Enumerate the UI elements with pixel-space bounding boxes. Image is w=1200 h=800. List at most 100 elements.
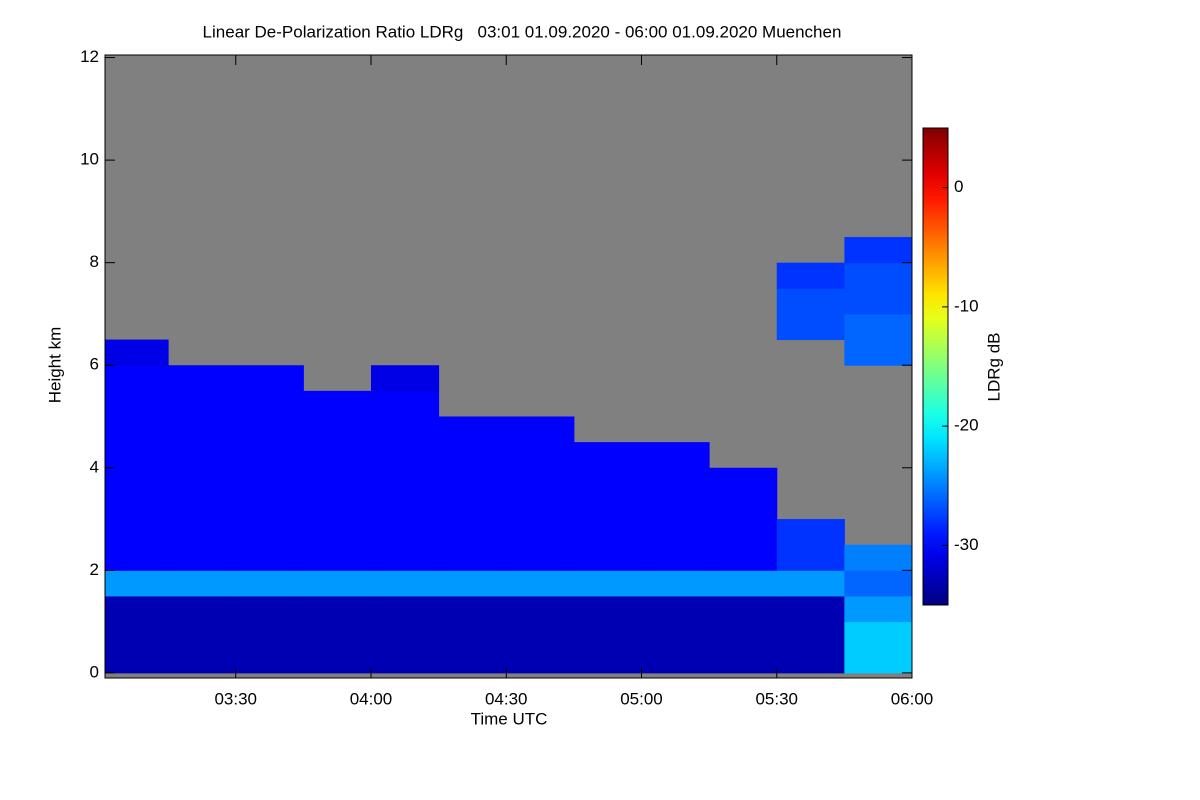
heatmap-cell — [438, 647, 507, 674]
heatmap-cell — [303, 493, 372, 520]
heatmap-cell — [438, 493, 507, 520]
heatmap-cell — [303, 621, 372, 648]
heatmap-cell — [235, 493, 304, 520]
heatmap-cell — [641, 519, 710, 546]
heatmap-cell — [105, 416, 169, 443]
heatmap-cell — [709, 544, 778, 571]
colorbar-tick-label: -20 — [954, 416, 979, 435]
y-tick-label: 2 — [90, 560, 99, 579]
heatmap-cell — [303, 544, 372, 571]
x-tick-label: 05:00 — [620, 689, 663, 708]
heatmap-cell — [506, 416, 575, 443]
y-tick-label: 6 — [90, 355, 99, 374]
heatmap-cell — [506, 544, 575, 571]
heatmap-cell — [105, 365, 169, 392]
heatmap-cell — [303, 595, 372, 623]
heatmap-cell — [709, 467, 778, 494]
heatmap-cell — [235, 519, 304, 546]
heatmap-cell — [573, 467, 642, 494]
heatmap-cell — [168, 365, 237, 392]
heatmap-cell — [105, 544, 169, 571]
y-tick-label: 8 — [90, 252, 99, 271]
heatmap-cell — [438, 442, 507, 469]
heatmap-cell — [709, 493, 778, 520]
heatmap-cell — [709, 621, 778, 648]
heatmap-cell — [370, 493, 440, 520]
x-tick-label: 05:30 — [755, 689, 798, 708]
heatmap-cell — [235, 647, 304, 674]
heatmap-cell — [776, 519, 845, 546]
heatmap-cell — [105, 339, 169, 366]
heatmap-cell — [438, 519, 507, 546]
heatmap-cell — [168, 519, 237, 546]
heatmap-cell — [844, 313, 913, 341]
heatmap-cell — [641, 570, 710, 597]
heatmap-cell — [303, 647, 372, 674]
heatmap-cell — [168, 621, 237, 648]
heatmap-cell — [105, 442, 169, 469]
heatmap-cell — [235, 595, 304, 623]
heatmap-cell — [641, 595, 710, 623]
heatmap-cell — [168, 595, 237, 623]
colorbar-tick-label: -30 — [954, 535, 979, 554]
heatmap-cell — [573, 493, 642, 520]
heatmap-cell — [844, 570, 913, 597]
heatmap-cell — [370, 595, 440, 623]
heatmap-cell — [709, 519, 778, 546]
colorbar-tick-label: 0 — [954, 177, 963, 196]
heatmap-cell — [641, 442, 710, 469]
heatmap-cell — [438, 570, 507, 597]
heatmap-cell — [776, 621, 845, 648]
heatmap-cell — [235, 621, 304, 648]
y-axis-label: Height km — [45, 327, 64, 404]
heatmap-cell — [235, 467, 304, 494]
heatmap-cell — [168, 442, 237, 469]
heatmap-cell — [235, 365, 304, 392]
heatmap-cell — [641, 621, 710, 648]
heatmap-cell — [844, 544, 913, 571]
heatmap-cell — [168, 416, 237, 443]
heatmap-cell — [168, 467, 237, 494]
chart-title: Linear De-Polarization Ratio LDRg 03:01 … — [203, 22, 842, 41]
heatmap-cell — [844, 288, 913, 315]
heatmap-cell — [776, 595, 845, 623]
heatmap-cell — [776, 313, 845, 341]
heatmap-cell — [303, 467, 372, 494]
heatmap-cell — [370, 519, 440, 546]
heatmap-cell — [105, 647, 169, 674]
x-axis-label: Time UTC — [471, 709, 548, 728]
heatmap-cell — [844, 237, 913, 264]
x-tick-label: 03:30 — [214, 689, 257, 708]
heatmap-cell — [641, 467, 710, 494]
heatmap-cell — [438, 621, 507, 648]
heatmap-cell — [776, 262, 845, 289]
y-tick-label: 0 — [90, 662, 99, 681]
heatmap-cell — [641, 544, 710, 571]
heatmap-cell — [168, 493, 237, 520]
x-tick-label: 06:00 — [891, 689, 934, 708]
colorbar — [922, 127, 949, 606]
heatmap-cell — [573, 544, 642, 571]
heatmap-cell — [573, 647, 642, 674]
heatmap-cell — [105, 493, 169, 520]
heatmap-cell — [168, 544, 237, 571]
heatmap-cell — [370, 621, 440, 648]
heatmap-cell — [370, 570, 440, 597]
heatmap-cell — [844, 595, 913, 623]
heatmap-cell — [105, 595, 169, 623]
heatmap-cell — [438, 416, 507, 443]
heatmap-cell — [776, 647, 845, 674]
heatmap-cell — [370, 390, 440, 417]
heatmap-cell — [370, 365, 440, 392]
heatmap-cell — [168, 647, 237, 674]
x-tick-label: 04:30 — [485, 689, 528, 708]
heatmap-cell — [303, 570, 372, 597]
heatmap-cell — [235, 544, 304, 571]
heatmap-cell — [641, 493, 710, 520]
heatmap-cell — [303, 390, 372, 417]
heatmap-cell — [438, 595, 507, 623]
heatmap-cell — [776, 544, 845, 571]
heatmap-cell — [303, 416, 372, 443]
heatmap-cell — [573, 595, 642, 623]
